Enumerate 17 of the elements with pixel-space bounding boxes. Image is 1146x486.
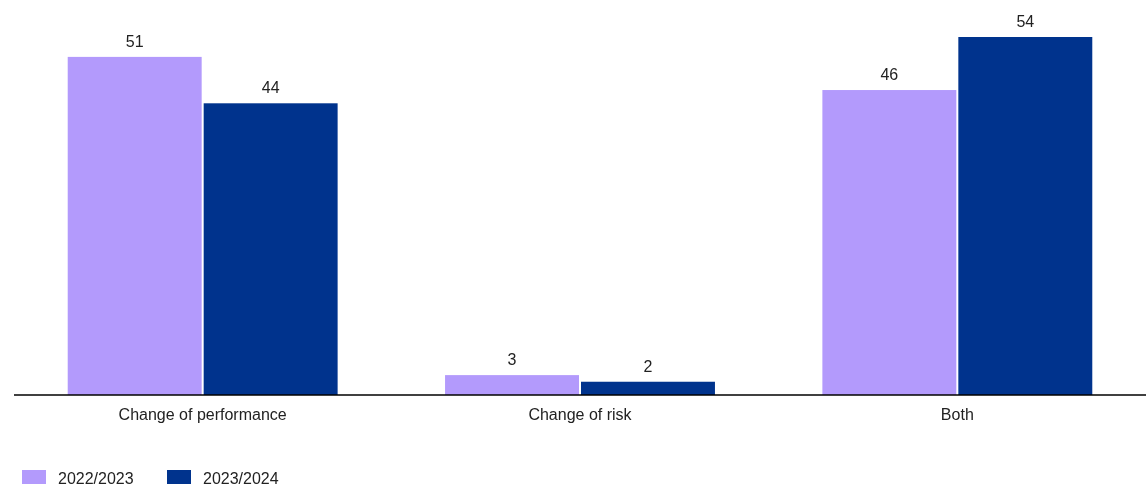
legend-label: 2022/2023 <box>58 470 134 486</box>
data-label: 54 <box>1016 13 1035 30</box>
x-tick-label: Change of performance <box>118 406 287 423</box>
data-label: 51 <box>125 32 144 50</box>
bar <box>445 375 579 395</box>
data-label: 44 <box>261 79 280 97</box>
bar <box>958 37 1093 395</box>
bar <box>822 90 957 395</box>
x-tick-label: Both <box>940 406 974 423</box>
x-tick-label: Change of risk <box>528 406 633 423</box>
data-label: 2 <box>643 357 653 375</box>
data-label: 3 <box>507 351 517 369</box>
legend-label: 2023/2024 <box>203 470 279 486</box>
bar <box>67 56 202 395</box>
bar <box>203 103 338 395</box>
bar <box>581 381 715 395</box>
data-label: 46 <box>880 66 899 84</box>
